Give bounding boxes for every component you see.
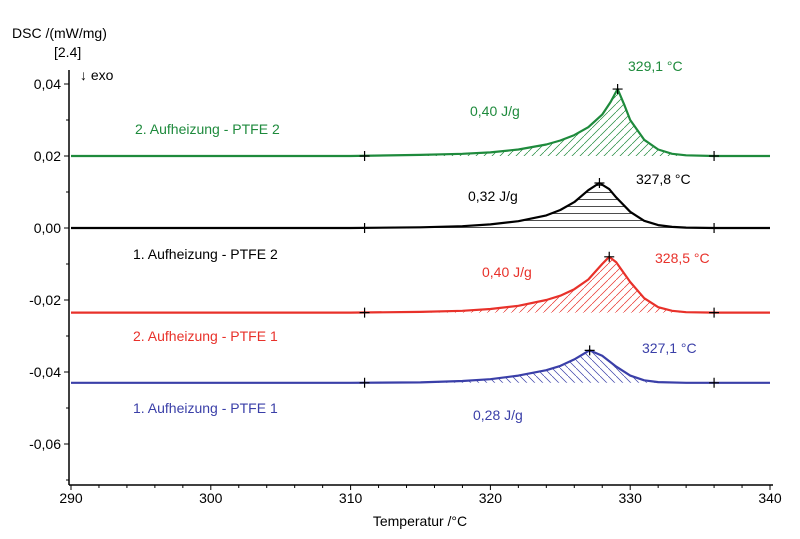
peak-area-hatch — [364, 89, 715, 156]
integration-end-marker — [709, 223, 720, 233]
integration-start-marker — [359, 377, 370, 388]
peak-marker — [612, 84, 623, 95]
y-tick-label: 0,00 — [34, 220, 61, 236]
y-axis-title: DSC /(mW/mg) — [12, 25, 107, 41]
peak-label-black: 327,8 °C — [636, 171, 691, 187]
peak-area-hatch — [364, 183, 715, 228]
integration-end-marker — [709, 151, 720, 161]
y-tick-label: -0,02 — [29, 292, 61, 308]
peak-label-green: 329,1 °C — [628, 58, 683, 74]
peak-marker — [594, 178, 605, 188]
series-line — [71, 181, 770, 230]
peak-marker — [604, 251, 615, 262]
peak-label-red: 328,5 °C — [655, 250, 710, 266]
series-line — [71, 87, 770, 158]
enthalpy-label-red: 0,40 J/g — [482, 264, 532, 280]
y-tick-label: -0,04 — [29, 364, 61, 380]
peak-area-hatch — [364, 256, 715, 313]
x-axis-title: Temperatur /°C — [373, 513, 467, 529]
series-label-black: 1. Aufheizung - PTFE 2 — [133, 246, 278, 262]
peak-area-hatch — [364, 350, 715, 383]
integration-start-marker — [359, 151, 370, 161]
y-tick-label: -0,06 — [29, 436, 61, 452]
x-tick-label: 320 — [479, 490, 503, 506]
x-tick-label: 300 — [199, 490, 223, 506]
x-tick-label: 340 — [758, 490, 782, 506]
y-axis-subtitle: [2.4] — [54, 44, 81, 60]
peak-label-blue: 327,1 °C — [642, 340, 697, 356]
x-tick-label: 290 — [59, 490, 83, 506]
y-tick-label: 0,04 — [34, 76, 61, 92]
exo-direction-note: ↓ exo — [80, 67, 114, 83]
x-tick-label: 310 — [339, 490, 363, 506]
series-label-blue: 1. Aufheizung - PTFE 1 — [133, 400, 278, 416]
series-label-red: 2. Aufheizung - PTFE 1 — [133, 328, 278, 344]
integration-end-marker — [709, 377, 720, 388]
series-line — [71, 349, 770, 384]
series-line — [71, 255, 770, 314]
integration-start-marker — [359, 223, 370, 233]
integration-end-marker — [709, 307, 720, 318]
x-tick-label: 330 — [619, 490, 643, 506]
enthalpy-label-black: 0,32 J/g — [468, 188, 518, 204]
enthalpy-label-green: 0,40 J/g — [470, 103, 520, 119]
series-label-green: 2. Aufheizung - PTFE 2 — [135, 121, 280, 137]
y-tick-label: 0,02 — [34, 148, 61, 164]
peak-marker — [584, 345, 595, 356]
integration-start-marker — [359, 307, 370, 318]
enthalpy-label-blue: 0,28 J/g — [473, 407, 523, 423]
